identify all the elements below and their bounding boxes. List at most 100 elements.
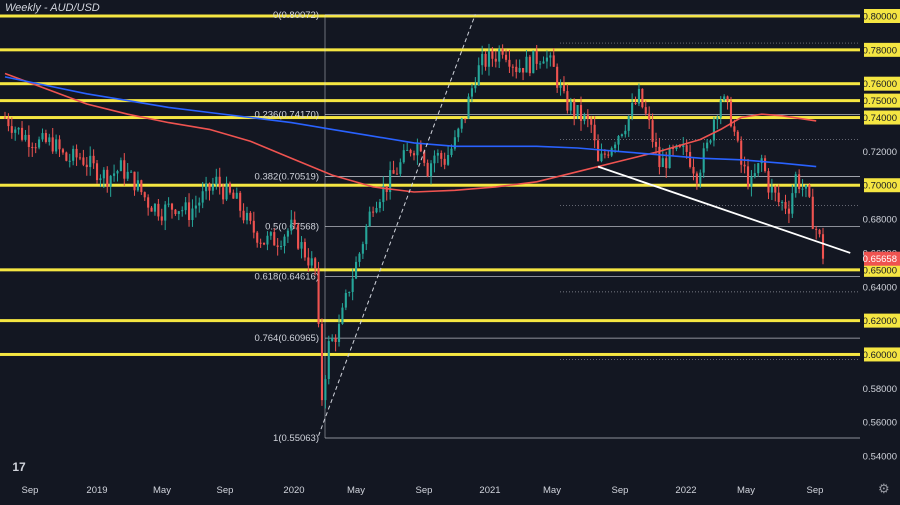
candle-body [303,242,306,258]
candle-body [314,258,317,269]
candle-body [153,203,157,212]
tradingview-logo[interactable]: 17 [12,460,26,474]
candle-body [133,171,136,191]
candle-body [522,68,525,73]
candle-body [368,211,371,227]
candle-body [535,50,538,64]
candle-body [651,120,654,142]
descending-trendline [597,165,851,254]
candle-body [740,140,743,165]
y-tick-label: 0.62000 [863,316,897,327]
x-tick-label: May [737,485,755,496]
y-tick-label: 0.80000 [863,12,897,23]
price-level-tag [864,347,900,362]
candle-body [634,103,637,105]
candle-body [798,174,801,190]
candle-body [409,149,412,154]
candle-body [99,178,102,181]
horizontal-level-line [0,183,860,187]
candle-body [55,139,58,152]
candle-body [815,228,818,230]
candle-body [157,203,160,217]
y-tick-label: 0.56000 [863,418,897,429]
candle-body [372,211,375,213]
candle-body [682,145,685,147]
candle-body [702,148,705,173]
y-tick-label: 0.78000 [863,45,897,56]
x-tick-label: 2020 [283,485,304,496]
candle-body [419,143,422,152]
candle-body [753,173,756,177]
candle-body [614,144,617,149]
candle-body [266,235,269,245]
price-level-tag [864,42,900,57]
candle-body [481,53,484,66]
candle-body [187,202,191,221]
candle-body [631,103,634,117]
candle-body [239,192,242,211]
candle-body [804,184,808,189]
candle-body [225,183,228,200]
candle-body [549,55,552,58]
candle-body [273,232,276,246]
candle-body [808,184,811,197]
candle-body [82,157,85,165]
candle-body [300,242,303,249]
settings-icon[interactable]: ⚙ [878,481,890,496]
x-tick-label: Sep [217,485,234,496]
candle-body [518,68,521,73]
moving-average-slow [4,76,817,168]
candle-body [569,101,572,111]
candle-body [545,57,548,62]
candle-body [746,166,750,187]
candle-body [801,188,804,190]
candle-body [41,133,44,140]
candle-body [491,50,494,59]
price-level-tag [864,313,900,328]
y-tick-label: 0.68000 [863,215,897,226]
horizontal-level-line [0,48,860,52]
fib-level-label: 0.764(0.60965) [255,333,319,344]
candle-body [716,117,719,120]
horizontal-level-line [0,352,860,356]
y-tick-label: 0.65000 [863,265,897,276]
candle-body [198,202,201,206]
candle-body [712,119,715,141]
candle-body [600,153,603,162]
candle-body [511,66,514,68]
candle-body [620,134,623,137]
candle-body [78,157,82,159]
candle-body [709,140,712,143]
candle-body [699,172,702,184]
candle-body [654,141,658,147]
candle-body [787,208,790,214]
candle-body [65,152,68,161]
candle-body [191,208,194,221]
candle-body [320,323,324,401]
candle-body [317,268,320,324]
candle-body [355,261,358,279]
x-tick-label: Sep [612,485,629,496]
price-level-tag [864,262,900,277]
candle-body [286,230,289,237]
candle-body [147,197,150,208]
y-tick-label: 0.75000 [863,96,897,107]
candle-body [658,146,661,168]
candle-body [14,129,17,133]
candle-body [484,53,487,67]
price-level-tag [864,9,900,23]
candle-body [222,187,225,200]
candle-body [259,242,262,244]
candle-body [542,61,545,64]
candle-body [34,147,37,149]
x-tick-label: 2019 [86,485,107,496]
candle-body [324,379,327,401]
candle-body [242,210,245,221]
candle-body [770,186,773,193]
candle-body [470,88,473,97]
candle-body [211,184,214,191]
candle-body [218,176,221,188]
candle-body [637,88,641,104]
